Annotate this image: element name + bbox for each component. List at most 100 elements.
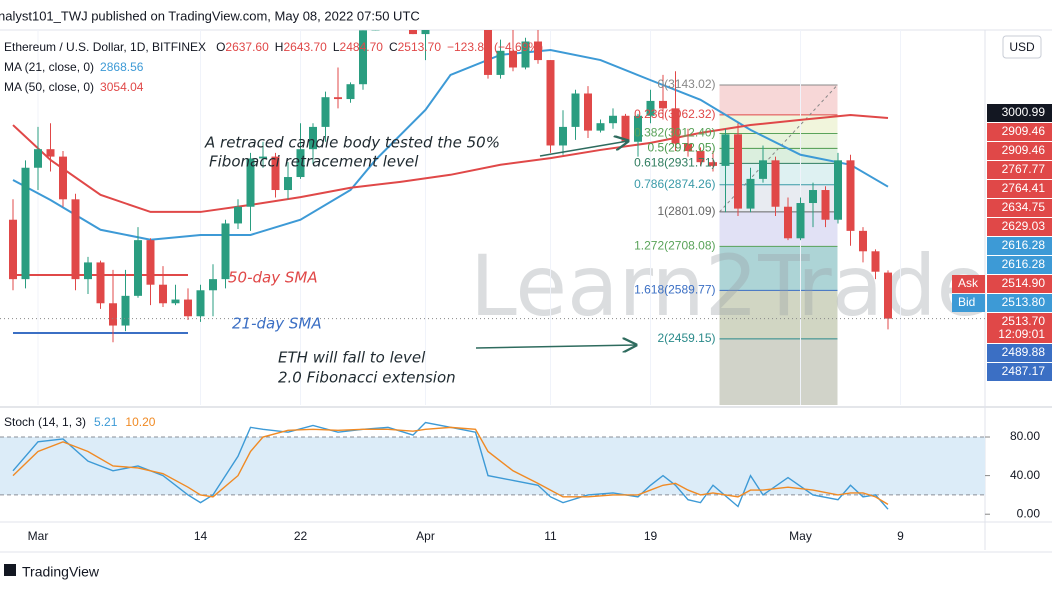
- price-tag-name: Bid: [958, 295, 975, 309]
- candle-body: [209, 279, 217, 291]
- annotation: 21-day SMA: [232, 315, 322, 333]
- price-tag: 2513.80: [1002, 295, 1046, 309]
- fib-band: [719, 133, 838, 149]
- price-tag-bg: [987, 180, 1052, 198]
- candle-body: [9, 219, 17, 280]
- candle-body: [584, 93, 592, 131]
- ohlc-value: 2643.70: [283, 40, 327, 54]
- indicator-name: MA (21, close, 0): [4, 60, 94, 74]
- fib-label: 1(2801.09): [657, 204, 715, 218]
- ohlc-value: 2513.70: [398, 40, 442, 54]
- fib-band: [719, 246, 838, 291]
- candle-body: [246, 158, 255, 207]
- candle-body: [409, 30, 417, 35]
- fib-label: 0.382(3012.40): [634, 126, 715, 140]
- fib-label: 1.272(2708.08): [634, 239, 715, 253]
- fib-band: [719, 338, 838, 405]
- change-value: −123.80 (−4.69%): [447, 40, 543, 54]
- candle-body: [646, 100, 655, 116]
- candle-body: [259, 156, 267, 159]
- candle-body: [509, 50, 517, 68]
- candle-body: [696, 151, 705, 163]
- instrument-title: Ethereum / U.S. Dollar, 1D, BITFINEX: [4, 40, 206, 54]
- candle-body: [571, 93, 580, 127]
- candle-body: [821, 190, 830, 220]
- candle-body: [284, 177, 292, 191]
- stoch-line: [12, 426, 889, 505]
- indicator-value: 10.20: [125, 415, 155, 429]
- ohlc-key: C: [389, 40, 398, 54]
- ohlc-key: O: [216, 40, 225, 54]
- x-tick-label: 9: [897, 529, 904, 543]
- y-tick-label: 40.00: [1010, 468, 1040, 482]
- candle-body: [671, 108, 680, 144]
- candle-body: [146, 240, 155, 285]
- annotation-arrow: [539, 141, 628, 157]
- candle-body: [346, 84, 355, 100]
- candle-body: [59, 156, 67, 200]
- stoch-line: [12, 421, 889, 510]
- annotation: 50-day SMA: [228, 269, 318, 287]
- price-tag: 2616.28: [1002, 257, 1046, 271]
- x-tick-label: Mar: [28, 529, 49, 543]
- candle-body: [684, 143, 692, 152]
- ohlc-value: 2484.70: [340, 40, 384, 54]
- price-tag-bg: [987, 363, 1052, 381]
- price-tag: 2487.17: [1002, 364, 1046, 378]
- candle-body: [309, 126, 317, 150]
- fib-label: 0.618(2931.71): [634, 156, 715, 170]
- candle-body: [746, 178, 755, 209]
- candle-body: [421, 30, 430, 35]
- currency-button[interactable]: [1002, 35, 1042, 59]
- price-tag-name: Ask: [958, 276, 979, 290]
- candle-body: [634, 115, 642, 142]
- price-tag-bg: [987, 313, 1052, 343]
- price-tag: 2616.28: [1002, 238, 1046, 252]
- price-tag-bg: [987, 218, 1052, 236]
- price-tag: 2489.88: [1002, 345, 1046, 359]
- candle-body: [109, 303, 117, 326]
- price-tag-bg: [987, 199, 1052, 217]
- x-tick-label: 22: [294, 529, 308, 543]
- price-tag-name-bg: [952, 275, 985, 293]
- fib-band: [719, 211, 838, 247]
- annotation: 2.0 Fibonacci extension: [278, 369, 456, 387]
- candle-body: [71, 199, 80, 280]
- candle-body: [121, 295, 130, 326]
- price-tag-bg: [987, 142, 1052, 160]
- fib-label: 0(3143.02): [657, 77, 715, 91]
- candle-body: [484, 30, 492, 75]
- ma-line: [12, 114, 889, 213]
- indicator-value: 5.21: [94, 415, 118, 429]
- watermark-layer: Learn2Trade: [470, 237, 988, 335]
- x-tick-label: 11: [544, 529, 557, 543]
- candle-body: [546, 60, 555, 146]
- fib-label: 2(2459.15): [657, 331, 715, 345]
- stoch-pane: [0, 421, 985, 510]
- candle-body: [621, 115, 630, 142]
- price-tag-bg: [987, 256, 1052, 274]
- candle-body: [796, 203, 805, 239]
- indicator-value: 3054.04: [100, 80, 144, 94]
- footer-logo: TradingView: [22, 564, 100, 580]
- candle-body: [771, 160, 780, 207]
- fib-band: [719, 84, 838, 115]
- candle-body: [96, 262, 105, 304]
- candle-body: [171, 299, 180, 304]
- price-tag: 2629.03: [1002, 219, 1046, 233]
- candle-body: [46, 149, 55, 157]
- candle-body: [321, 97, 330, 127]
- candle-body: [871, 251, 880, 272]
- candle-body: [809, 190, 817, 204]
- candle-body: [334, 97, 342, 100]
- candle-body: [271, 156, 280, 191]
- x-tick-label: Apr: [416, 529, 435, 543]
- price-tag-bg: [987, 237, 1052, 255]
- logo-icon: [4, 564, 16, 576]
- publisher-line: nalyst101_TWJ published on TradingView.c…: [0, 8, 420, 23]
- price-tag: 2513.70: [1002, 314, 1046, 328]
- price-tag: 2909.46: [1002, 143, 1046, 157]
- ohlc-key: H: [275, 40, 284, 54]
- annotation-arrow: [475, 345, 636, 348]
